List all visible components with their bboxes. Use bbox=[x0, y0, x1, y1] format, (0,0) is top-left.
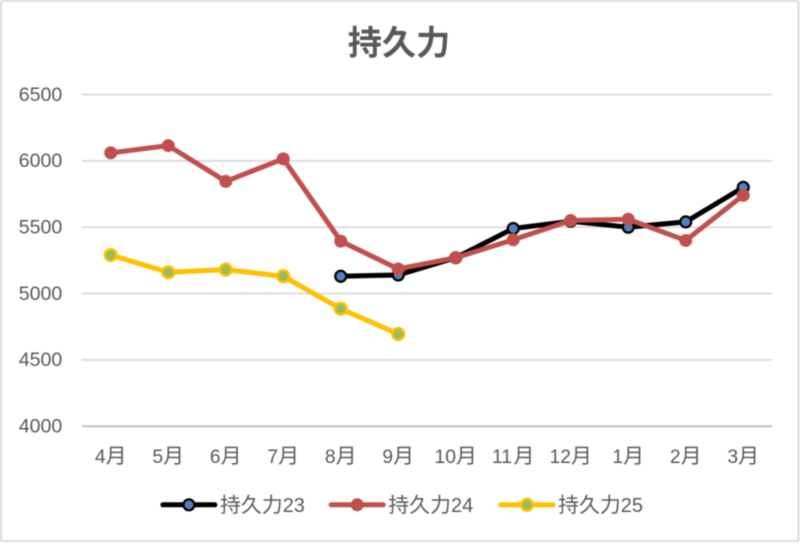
svg-text:3: 3 bbox=[727, 447, 738, 468]
svg-text:23: 23 bbox=[283, 495, 305, 517]
svg-text:7: 7 bbox=[267, 447, 278, 468]
svg-text:4000: 4000 bbox=[19, 416, 63, 438]
svg-text:1: 1 bbox=[612, 447, 623, 468]
svg-text:25: 25 bbox=[621, 495, 643, 517]
svg-text:9: 9 bbox=[382, 447, 393, 468]
svg-text:6: 6 bbox=[210, 447, 221, 468]
svg-text:4: 4 bbox=[95, 447, 106, 468]
svg-text:6500: 6500 bbox=[19, 84, 63, 106]
svg-text:2: 2 bbox=[670, 447, 681, 468]
svg-text:12: 12 bbox=[550, 447, 571, 468]
svg-text:5: 5 bbox=[152, 447, 163, 468]
svg-text:8: 8 bbox=[325, 447, 336, 468]
svg-text:5000: 5000 bbox=[19, 283, 63, 305]
svg-text:4500: 4500 bbox=[19, 349, 63, 371]
svg-text:6000: 6000 bbox=[19, 150, 63, 172]
svg-text:5500: 5500 bbox=[19, 216, 63, 238]
svg-text:11: 11 bbox=[492, 447, 512, 468]
svg-text:10: 10 bbox=[435, 447, 456, 468]
svg-text:24: 24 bbox=[451, 495, 473, 517]
